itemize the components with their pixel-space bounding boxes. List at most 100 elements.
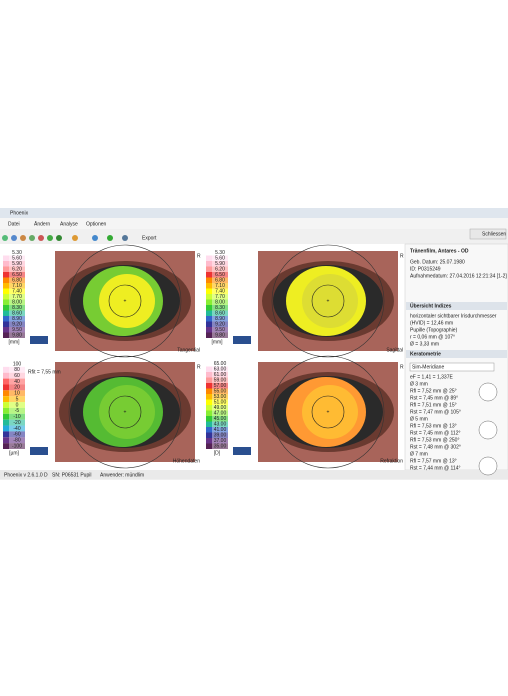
scale-swatch	[206, 427, 212, 433]
dropdown-label[interactable]: Sim-Meridiane	[412, 364, 444, 370]
logo	[30, 447, 48, 455]
window-title: Phoenix	[10, 210, 29, 216]
close-button[interactable]	[469, 228, 507, 240]
scale-cell	[9, 431, 25, 438]
keratometry-line: Rst = 7,47 mm @ 105°	[410, 409, 461, 415]
scale-label: 9.80	[215, 333, 225, 339]
export-button[interactable]: Export	[142, 235, 157, 241]
scale-label: 53.00	[214, 394, 227, 400]
side-label: R	[197, 364, 201, 370]
scale-swatch	[3, 431, 9, 438]
logo	[233, 336, 251, 344]
scale-label: 47.00	[214, 411, 227, 417]
scale-cell	[212, 277, 228, 283]
scale-swatch	[3, 437, 9, 444]
scale-swatch	[3, 321, 9, 327]
toolbar-icons	[2, 235, 128, 241]
scale-cell	[9, 443, 25, 449]
scale-label: 9.80	[12, 333, 22, 339]
scale-cell	[9, 283, 25, 289]
scale-swatch	[206, 399, 212, 405]
scale-cell	[212, 443, 228, 449]
scale-swatch	[3, 419, 9, 426]
scale-swatch	[3, 305, 9, 311]
status-item: SN: P06531 Pupil	[52, 472, 91, 478]
scale-cell	[212, 261, 228, 267]
scale-cell	[9, 305, 25, 311]
side-label: R	[197, 253, 201, 259]
scale-label: 5.60	[12, 256, 22, 262]
title-bar	[0, 208, 508, 218]
map-inner	[99, 274, 155, 328]
scale-label: 9.50	[12, 327, 22, 333]
section-header	[406, 302, 507, 310]
pupil-circle	[311, 395, 345, 429]
index-line: (HVID) = 12,46 mm	[410, 320, 453, 326]
scale-swatch	[206, 421, 212, 427]
pupil-circle	[108, 284, 142, 318]
scale-cell	[212, 366, 228, 372]
scale-label: 60	[14, 373, 20, 379]
scale-cell	[212, 361, 228, 367]
menu-item[interactable]: Analyse	[60, 221, 78, 227]
scale-label: 7.70	[12, 294, 22, 300]
scale-swatch	[206, 294, 212, 300]
map-label: Höhendaten	[173, 458, 200, 464]
scale-label: 37.00	[214, 438, 227, 444]
scale-label: 6.80	[12, 278, 22, 284]
keratometry-line: Rfl = 7,57 mm @ 13°	[410, 458, 457, 464]
menu-item[interactable]: Optionen	[86, 221, 107, 227]
index-line: r = 0,06 mm @ 107°	[410, 334, 455, 340]
scale-label: -10	[13, 414, 20, 420]
scale-unit: [mm]	[8, 339, 20, 345]
scale-swatch	[3, 396, 9, 403]
axis-diagram	[478, 382, 498, 402]
scale-unit: [µm]	[9, 450, 19, 456]
scale-label: 61.00	[214, 372, 227, 378]
menu-item[interactable]: Datei	[8, 221, 20, 227]
scale-label: 100	[13, 361, 22, 367]
status-item: Phoenix v 2.6.1.0 D	[4, 472, 48, 478]
scale-cell	[9, 366, 25, 373]
scale-swatch	[206, 321, 212, 327]
scale-swatch	[206, 416, 212, 422]
scale-cell	[9, 277, 25, 283]
scale-swatch	[206, 316, 212, 322]
scale-label: 39.00	[214, 433, 227, 439]
scale-swatch	[3, 310, 9, 316]
scale-cell	[9, 390, 25, 397]
scale-label: 8.90	[12, 316, 22, 322]
scale-label: 9.20	[12, 322, 22, 328]
scale-swatch	[3, 294, 9, 300]
menu-item[interactable]: Ändern	[34, 220, 50, 227]
keratometry-line: Rst = 7,45 mm @ 112°	[410, 430, 460, 436]
keratometry-line: Ø 7 mm	[410, 451, 428, 457]
scale-cell	[212, 372, 228, 378]
status-item: Anwender: mündlim	[100, 472, 144, 478]
scale-label: 8.90	[215, 316, 225, 322]
scale-cell	[9, 310, 25, 316]
scale-label: 5	[16, 396, 19, 402]
map-label: Refraktion	[380, 458, 403, 464]
scale-cell	[9, 437, 25, 444]
section-title: Übersicht Indizes	[410, 302, 452, 309]
scale-cell	[9, 261, 25, 267]
scale-cell	[9, 250, 25, 256]
scale-swatch	[206, 310, 212, 316]
close-label[interactable]: Schliessen	[482, 231, 506, 237]
scale-unit: [mm]	[211, 339, 223, 345]
scale-label: 5.30	[12, 250, 22, 256]
scale-cell	[212, 394, 228, 400]
scale-label: 6.20	[215, 267, 225, 273]
scale-swatch	[3, 327, 9, 333]
scale-cell	[212, 421, 228, 427]
dropdown[interactable]	[409, 362, 495, 372]
keratometry-line: Rfl = 7,52 mm @ 25°	[410, 388, 457, 394]
scale-label: 41.00	[214, 427, 227, 433]
scale-cell	[9, 413, 25, 420]
scale-label: 5.90	[215, 261, 225, 267]
scale-swatch	[3, 443, 9, 449]
scale-swatch	[206, 410, 212, 416]
scale-swatch	[206, 377, 212, 383]
